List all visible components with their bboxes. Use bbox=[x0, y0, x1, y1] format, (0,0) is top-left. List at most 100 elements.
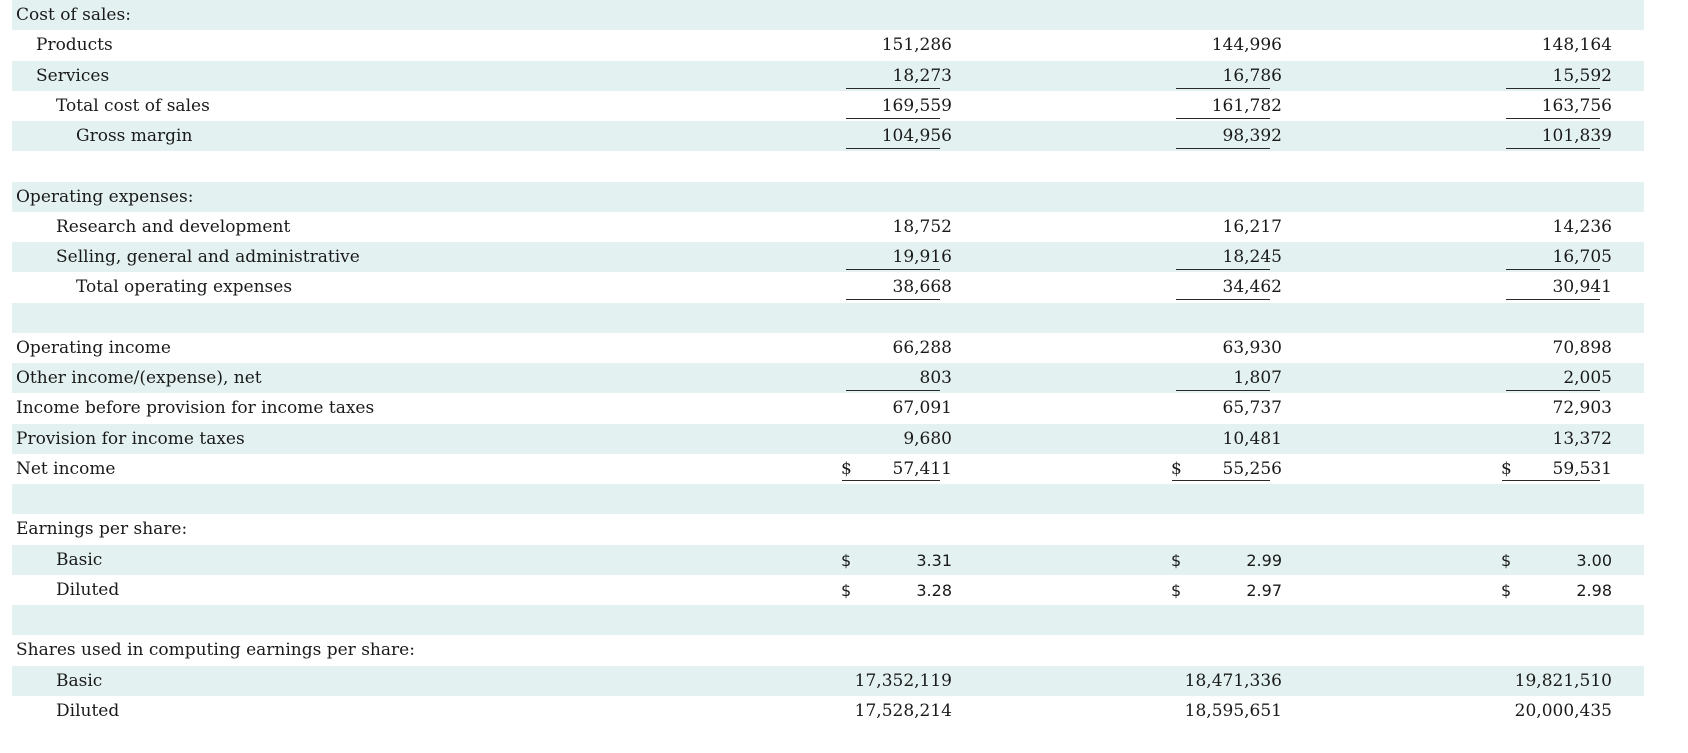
value-cell: 9,680 bbox=[903, 428, 952, 449]
row-label: Basic bbox=[56, 549, 103, 570]
table-row: Total cost of sales 169,559 161,782 163,756 bbox=[12, 91, 1644, 121]
row-label: Operating expenses: bbox=[16, 186, 194, 207]
row-label: Operating income bbox=[16, 337, 171, 358]
table-row: Services 18,273 16,786 15,592 bbox=[12, 60, 1644, 91]
value-cell: 55,256 bbox=[1222, 458, 1282, 479]
value-cell: 161,782 bbox=[1211, 95, 1282, 116]
table-row: Gross margin 104,956 98,392 101,839 bbox=[12, 121, 1644, 152]
single-underline bbox=[1506, 390, 1600, 391]
single-underline bbox=[1176, 269, 1270, 270]
table-row: Earnings per share: bbox=[12, 514, 1644, 544]
value-cell: 3.31 bbox=[916, 550, 952, 570]
table-row: Basic 3.31 $2.99 $3.00 $ bbox=[12, 544, 1644, 575]
table-row bbox=[12, 484, 1644, 515]
single-underline bbox=[1506, 117, 1600, 119]
currency-symbol: $ bbox=[1171, 580, 1182, 600]
value-cell: 2,005 bbox=[1563, 368, 1612, 388]
value-cell: 2.99 bbox=[1246, 550, 1282, 570]
table-row: Cost of sales: bbox=[12, 0, 1644, 31]
value-cell: 16,705 bbox=[1552, 247, 1612, 267]
value-cell: 59,531 bbox=[1552, 458, 1612, 479]
currency-symbol: $ bbox=[1501, 580, 1512, 600]
row-label: Provision for income taxes bbox=[16, 428, 245, 449]
value-cell: 2.98 bbox=[1576, 580, 1612, 600]
currency-symbol: $ bbox=[1501, 550, 1512, 570]
row-label: Selling, general and administrative bbox=[56, 247, 360, 267]
row-label: Net income bbox=[16, 458, 116, 479]
row-label: Basic bbox=[56, 670, 103, 691]
currency-symbol: $ bbox=[1171, 550, 1182, 570]
value-cell: 34,462 bbox=[1222, 277, 1282, 298]
single-underline bbox=[1176, 299, 1270, 301]
currency-symbol: $ bbox=[1171, 458, 1182, 479]
table-row: Diluted 3.28 $2.97 $2.98 $ bbox=[12, 575, 1644, 605]
single-underline bbox=[1176, 390, 1270, 391]
value-cell: 38,668 bbox=[892, 277, 952, 298]
value-cell: 66,288 bbox=[892, 337, 952, 358]
value-cell: 18,752 bbox=[892, 216, 952, 237]
single-underline bbox=[846, 117, 940, 119]
single-underline bbox=[846, 148, 940, 149]
single-underline bbox=[1506, 87, 1600, 89]
value-cell: 70,898 bbox=[1552, 337, 1612, 358]
value-cell: 148,164 bbox=[1541, 35, 1612, 56]
table-row: Provision for income taxes 9,680 10,481 13,… bbox=[12, 423, 1644, 454]
value-cell: 19,916 bbox=[892, 247, 952, 267]
single-underline bbox=[1506, 148, 1600, 149]
value-cell: 803 bbox=[919, 368, 952, 388]
table-row: Products 151,286 144,996 148,164 bbox=[12, 30, 1644, 60]
value-cell: 18,595,651 bbox=[1184, 700, 1282, 721]
table-row: Net income 57,411 $55,256 $59,531 $ bbox=[12, 454, 1644, 485]
row-label: Products bbox=[36, 35, 113, 56]
value-cell: 16,786 bbox=[1222, 65, 1282, 86]
table-row bbox=[12, 302, 1644, 333]
single-underline bbox=[1506, 299, 1600, 301]
table-row: Diluted 17,528,214 18,595,651 20,000,435 bbox=[12, 696, 1644, 726]
value-cell: 163,756 bbox=[1541, 95, 1612, 116]
row-label: Diluted bbox=[56, 700, 120, 721]
value-cell: 18,273 bbox=[892, 65, 952, 86]
table-row: Shares used in computing earnings per sh… bbox=[12, 635, 1644, 665]
table-row: Operating income 66,288 63,930 70,898 bbox=[12, 333, 1644, 363]
value-cell: 151,286 bbox=[881, 35, 952, 56]
table-row: Income before provision for income taxes… bbox=[12, 393, 1644, 423]
currency-symbol: $ bbox=[841, 550, 852, 570]
value-cell: 19,821,510 bbox=[1514, 670, 1612, 691]
value-cell: 30,941 bbox=[1552, 277, 1612, 298]
single-underline bbox=[846, 299, 940, 301]
row-label: Diluted bbox=[56, 579, 120, 600]
value-cell: 3.28 bbox=[916, 580, 952, 600]
row-label: Total cost of sales bbox=[56, 95, 210, 116]
value-cell: 104,956 bbox=[881, 126, 952, 146]
single-underline bbox=[846, 269, 940, 270]
table-row: Other income/(expense), net 803 1,807 2,005 bbox=[12, 363, 1644, 394]
value-cell: 13,372 bbox=[1552, 428, 1612, 449]
row-label: Shares used in computing earnings per sh… bbox=[16, 640, 415, 661]
single-underline bbox=[846, 390, 940, 391]
table-row: Selling, general and administrative 19,91… bbox=[12, 242, 1644, 273]
currency-symbol: $ bbox=[841, 458, 852, 479]
row-label: Total operating expenses bbox=[76, 277, 293, 298]
value-cell: 2.97 bbox=[1246, 580, 1282, 600]
value-cell: 67,091 bbox=[892, 398, 952, 419]
single-underline bbox=[1176, 148, 1270, 149]
table-row: Research and development 18,752 16,217 14,2… bbox=[12, 212, 1644, 242]
single-underline bbox=[1506, 269, 1600, 270]
value-cell: 14,236 bbox=[1552, 216, 1612, 237]
value-cell: 18,245 bbox=[1222, 247, 1282, 267]
currency-symbol: $ bbox=[1501, 458, 1512, 479]
value-cell: 3.00 bbox=[1576, 550, 1612, 570]
value-cell: 57,411 bbox=[892, 458, 952, 479]
value-cell: 15,592 bbox=[1552, 65, 1612, 86]
value-cell: 10,481 bbox=[1222, 428, 1282, 449]
single-underline bbox=[846, 87, 940, 89]
table-row: Total operating expenses 38,668 34,462 30,9… bbox=[12, 272, 1644, 302]
value-cell: 18,471,336 bbox=[1184, 670, 1282, 691]
single-underline bbox=[1176, 117, 1270, 119]
single-underline bbox=[1176, 87, 1270, 89]
table-row: Operating expenses: bbox=[12, 181, 1644, 212]
value-cell: 17,352,119 bbox=[854, 670, 952, 691]
value-cell: 144,996 bbox=[1211, 35, 1282, 56]
value-cell: 17,528,214 bbox=[854, 700, 952, 721]
table-row bbox=[12, 151, 1644, 181]
